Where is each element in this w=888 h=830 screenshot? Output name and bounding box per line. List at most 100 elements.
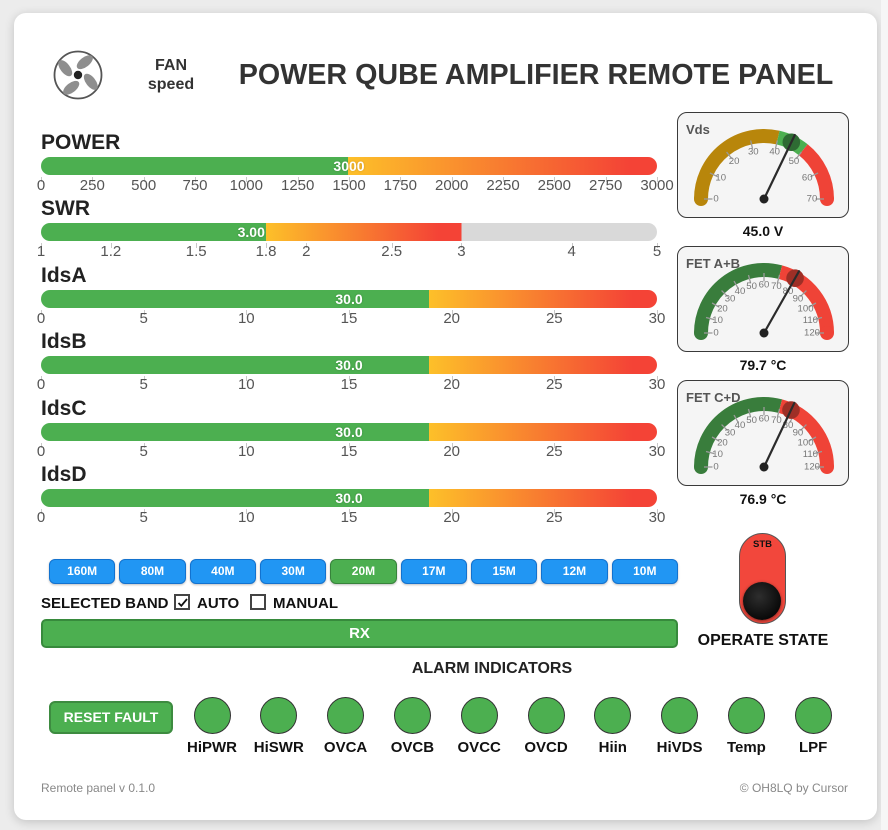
alarm-led-label: OVCD: [524, 739, 568, 756]
band-button-20m[interactable]: 20M: [330, 559, 397, 584]
bar-row-idsb: IdsB 30.0 0 5 10 15 20 25 30: [37, 330, 666, 397]
rx-state-button[interactable]: RX: [41, 619, 678, 648]
band-button-80m[interactable]: 80M: [119, 559, 186, 584]
footer-credit: © OH8LQ by Cursor: [739, 781, 848, 795]
band-button-10m[interactable]: 10M: [611, 559, 678, 584]
gauge-tick-label: 90: [793, 294, 804, 305]
gauge-value-text: 76.9 °C: [739, 491, 787, 507]
scale-tick: [571, 243, 573, 248]
gauge-tick-label: 70: [771, 281, 782, 292]
band-buttons-row: 160M 80M 40M 30M 20M 17M 15M 12M 10M: [49, 559, 678, 584]
scrollbar-track[interactable]: [881, 0, 888, 830]
gauge-needle: [762, 270, 801, 335]
scale-tick: [246, 376, 248, 381]
alarm-led-hiin: [594, 697, 632, 734]
band-button-30m[interactable]: 30M: [259, 559, 327, 584]
scale-tick-label: 2250: [486, 177, 520, 194]
band-button-40m[interactable]: 40M: [189, 559, 256, 584]
scale-tick: [657, 443, 658, 448]
manual-checkbox-label: MANUAL: [273, 595, 338, 612]
scale-tick: [143, 509, 145, 514]
alarm-led-label: Hiin: [598, 739, 627, 756]
scale-tick-label: 30: [648, 376, 666, 393]
scale-tick: [554, 177, 556, 182]
scale-tick: [143, 376, 145, 381]
reset-fault-button[interactable]: RESET FAULT: [49, 701, 173, 734]
band-button-15m[interactable]: 15M: [470, 559, 538, 584]
alarm-led-ovcc: [460, 697, 498, 734]
fan-speed-label-line: speed: [147, 76, 195, 93]
alarm-led-label: Temp: [726, 739, 766, 756]
alarm-led-block-ovca: OVCA: [310, 697, 382, 756]
band-button-160m[interactable]: 160M: [49, 559, 116, 584]
scale-tick: [400, 177, 402, 182]
scale-tick-label: 15: [340, 509, 358, 526]
scale-tick-label: 30: [648, 443, 666, 460]
auto-checkbox[interactable]: [174, 594, 190, 610]
selected-band-label: SELECTED BAND: [41, 595, 169, 612]
scale-tick-label: 25: [545, 509, 563, 526]
scale-tick-label: 1.5: [185, 243, 207, 260]
band-button-12m[interactable]: 12M: [541, 559, 608, 584]
gauge-tick-label: 0: [713, 194, 718, 205]
scale-tick-label: 3: [457, 243, 466, 260]
scale-tick-label: 2.5: [381, 243, 403, 260]
scale-tick-label: 0: [36, 509, 46, 526]
alarm-led-lpf: [794, 697, 832, 734]
gauge-needle-hub: [759, 328, 769, 338]
scale-tick-label: 5: [139, 509, 148, 526]
scale-tick: [41, 177, 42, 182]
scale-tick: [657, 509, 658, 514]
operate-knob[interactable]: [743, 582, 781, 620]
scale-tick: [451, 177, 453, 182]
operate-state-toggle[interactable]: STB: [739, 533, 786, 624]
scale-tick-label: 1000: [229, 177, 263, 194]
alarm-led-block-hipwr: HiPWR: [176, 697, 248, 756]
bar-track: [41, 223, 657, 241]
scale-tick-label: 25: [545, 443, 563, 460]
scale-tick: [657, 243, 658, 248]
bar-title: SWR: [41, 197, 90, 220]
scale-tick-label: 1750: [383, 177, 417, 194]
gauge-tick-label: 50: [746, 415, 757, 426]
gauge-tick-label: 10: [712, 449, 723, 460]
fan-speed-label-line: FAN: [155, 57, 187, 74]
gauge-tick-label: 10: [715, 173, 726, 184]
alarm-led-block-hiswr: HiSWR: [243, 697, 315, 756]
gauge-needle: [762, 133, 796, 201]
scale-tick: [41, 443, 42, 448]
scale-tick: [657, 177, 658, 182]
alarm-led-block-temp: Temp: [710, 697, 782, 756]
alarm-led-hipwr: [193, 697, 231, 734]
gauge-tick-label: 40: [735, 420, 746, 431]
scale-tick-label: 1.8: [255, 243, 277, 260]
bar-title: IdsB: [41, 330, 87, 353]
gauge-tick-label: 20: [729, 156, 740, 167]
alarm-led-label: HiPWR: [187, 739, 237, 756]
gauge-needle-hub: [759, 462, 769, 472]
scale-tick-label: 4: [567, 243, 576, 260]
scale-tick-label: 2750: [588, 177, 623, 194]
alarm-led-temp: [727, 697, 765, 734]
scale-tick: [605, 177, 607, 182]
checkmark-icon: [177, 598, 188, 608]
scale-tick: [41, 509, 42, 514]
bar-row-idsc: IdsC 30.0 0 5 10 15 20 25 30: [37, 398, 666, 464]
gauge-title: FET A+B: [686, 256, 741, 271]
gauge-tick-label: 40: [769, 147, 780, 158]
bar-row-idsd: IdsD 30.0 0 5 10 15 20 25 30: [37, 464, 666, 530]
scale-tick-label: 20: [443, 443, 461, 460]
scale-tick-label: 2500: [537, 177, 571, 194]
manual-checkbox[interactable]: [250, 594, 266, 610]
scale-tick: [657, 310, 658, 315]
scale-tick: [143, 310, 145, 315]
bar-value-label: 3000: [333, 158, 365, 174]
bar-value-label: 30.0: [335, 291, 363, 307]
band-button-17m[interactable]: 17M: [400, 559, 467, 584]
gauge-tick-label: 60: [802, 173, 813, 184]
gauge-tick-label: 120: [804, 462, 820, 473]
gauge-tick-label: 50: [746, 281, 757, 292]
alarm-led-ovca: [327, 697, 365, 734]
